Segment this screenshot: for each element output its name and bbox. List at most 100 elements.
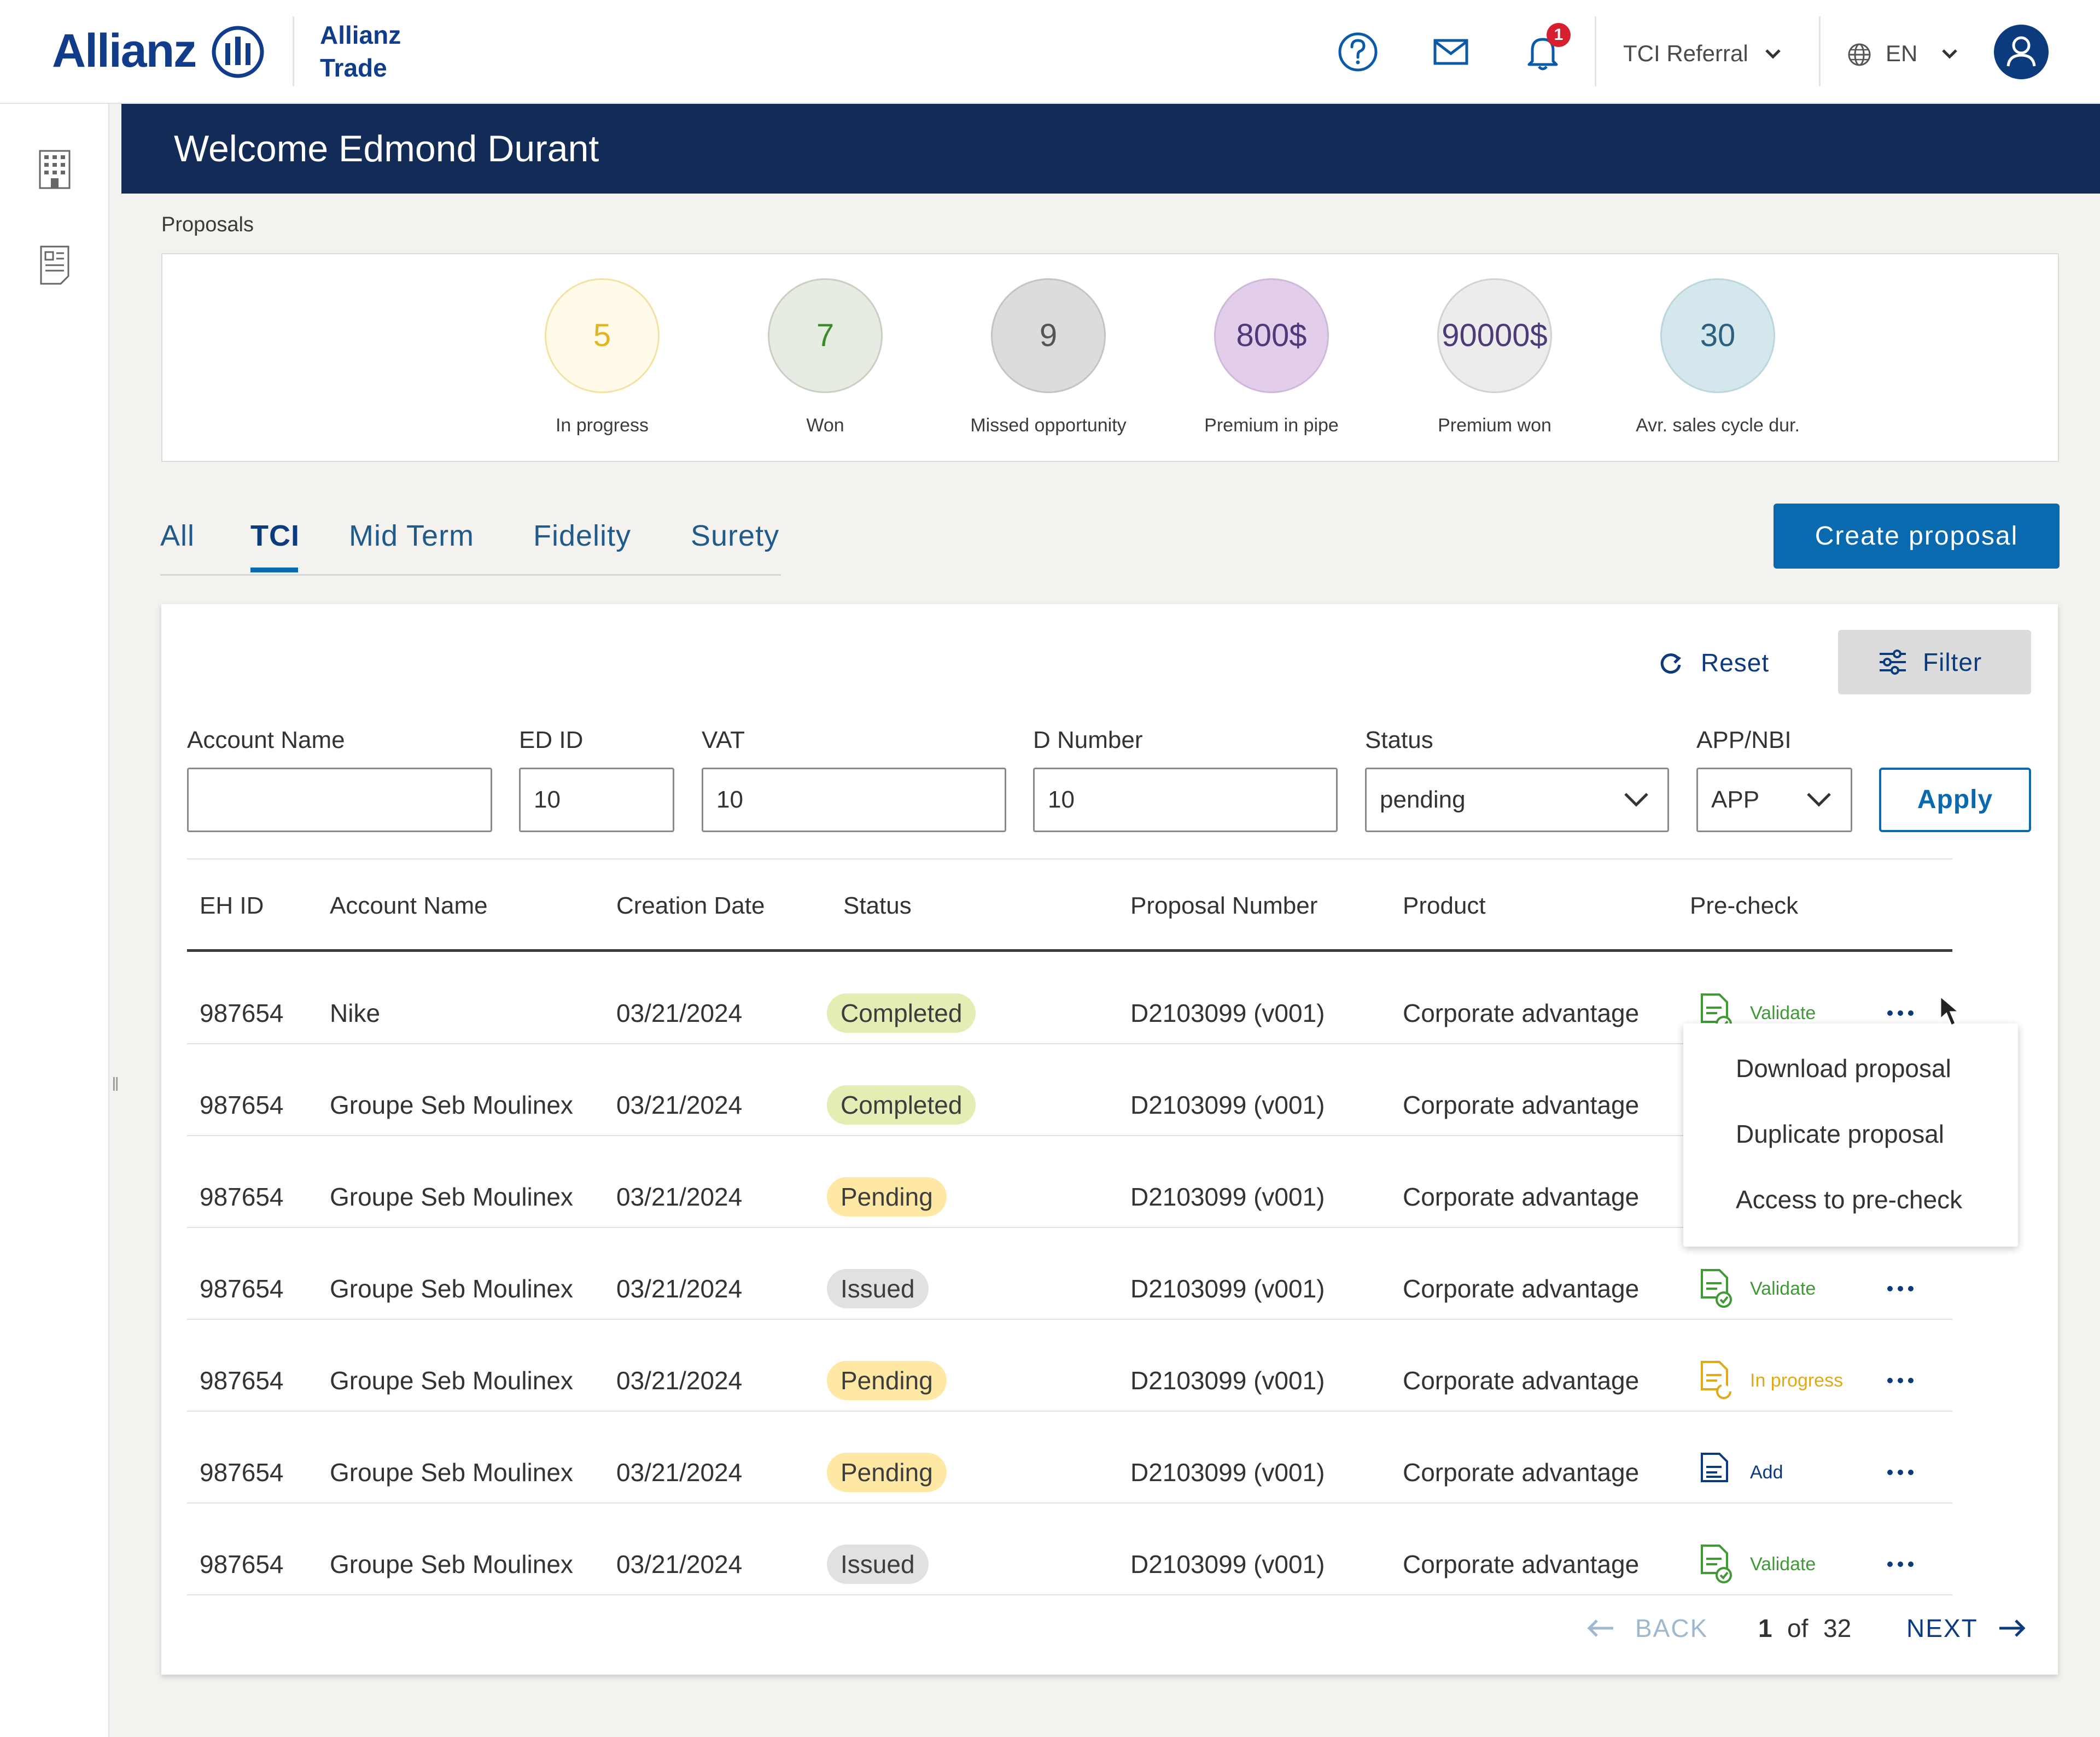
row-divider: [187, 1319, 1952, 1320]
cell-account-name[interactable]: Groupe Seb Moulinex: [330, 1458, 573, 1487]
cell-creation-date: 03/21/2024: [616, 1366, 743, 1395]
globe-icon[interactable]: [1846, 42, 1872, 68]
cell-account-name[interactable]: Nike: [330, 999, 381, 1027]
precheck-label[interactable]: Validate: [1750, 1003, 1816, 1024]
column-header[interactable]: Proposal Number: [1130, 892, 1318, 919]
tab-fidelity[interactable]: Fidelity: [533, 519, 632, 552]
cell-creation-date: 03/21/2024: [616, 999, 743, 1027]
account-name-input[interactable]: [187, 768, 492, 832]
cell-account-name[interactable]: Groupe Seb Moulinex: [330, 1366, 573, 1395]
stat-value: 30: [1660, 278, 1775, 393]
back-button[interactable]: BACK: [1635, 1614, 1708, 1642]
table-top-divider: [187, 858, 1952, 859]
document-check-icon[interactable]: [1699, 1543, 1732, 1584]
vat-input[interactable]: 10: [702, 768, 1006, 832]
column-header[interactable]: Status: [843, 892, 912, 919]
avatar[interactable]: [1994, 25, 2049, 79]
stat-label: Won: [806, 415, 844, 436]
cell-proposal-number: D2103099 (v001): [1130, 1458, 1325, 1487]
status-badge: Pending: [827, 1177, 947, 1217]
apply-button[interactable]: Apply: [1879, 768, 2031, 832]
proposals-stats-card: 5 In progress 7 Won 9 Missed opportunity…: [161, 253, 2059, 462]
building-icon[interactable]: [36, 148, 74, 191]
cell-account-name[interactable]: Groupe Seb Moulinex: [330, 1274, 573, 1303]
mail-icon[interactable]: [1427, 28, 1474, 75]
row-divider: [187, 1227, 1952, 1228]
more-icon[interactable]: [1886, 1559, 1915, 1570]
stat-premium-won: 90000$ Premium won: [1380, 278, 1609, 438]
more-icon[interactable]: [1886, 1467, 1915, 1478]
duplicate-proposal-item[interactable]: Duplicate proposal: [1736, 1120, 1945, 1148]
table-header-divider: [187, 949, 1952, 952]
next-button[interactable]: NEXT: [1906, 1614, 1978, 1642]
row-divider: [187, 1502, 1952, 1504]
precheck-label[interactable]: Validate: [1750, 1554, 1816, 1575]
cell-creation-date: 03/21/2024: [616, 1091, 743, 1119]
cell-eh-id: 987654: [200, 1550, 284, 1578]
bell-icon[interactable]: [1519, 28, 1566, 75]
ed-id-input[interactable]: 10: [519, 768, 674, 832]
tab-surety[interactable]: Surety: [691, 519, 780, 552]
more-icon[interactable]: [1886, 1375, 1915, 1386]
column-header[interactable]: Product: [1403, 892, 1486, 919]
cell-eh-id: 987654: [200, 1091, 284, 1119]
stat-value: 800$: [1214, 278, 1329, 393]
stat-value: 7: [768, 278, 883, 393]
stat-label: In progress: [555, 415, 649, 436]
status-badge: Issued: [827, 1545, 929, 1584]
column-header[interactable]: Creation Date: [616, 892, 765, 919]
filter-label: Filter: [1923, 648, 1982, 676]
help-icon[interactable]: [1334, 28, 1381, 75]
stat-premium-in-pipe: 800$ Premium in pipe: [1157, 278, 1386, 438]
chevron-down-icon[interactable]: [1805, 787, 1833, 811]
stat-value: 9: [991, 278, 1106, 393]
access-precheck-item[interactable]: Access to pre-check: [1736, 1185, 1963, 1214]
chevron-down-icon[interactable]: [1622, 787, 1650, 811]
chevron-down-icon[interactable]: [1762, 43, 1784, 65]
resize-handle[interactable]: ‖: [112, 1074, 120, 1095]
more-icon[interactable]: [1886, 1283, 1915, 1294]
filter-button[interactable]: Filter: [1838, 630, 2031, 694]
brand-logo-text[interactable]: Allianz: [52, 25, 197, 77]
document-icon[interactable]: [1699, 1452, 1732, 1492]
stat-avg-sales-cycle: 30 Avr. sales cycle dur.: [1603, 278, 1833, 438]
document-refresh-icon[interactable]: [1699, 1360, 1732, 1400]
page-of-label: of: [1787, 1614, 1809, 1642]
tab-all[interactable]: All: [160, 519, 195, 552]
notification-badge: 1: [1547, 23, 1571, 47]
stat-value: 5: [545, 278, 660, 393]
user-icon: [2006, 36, 2036, 67]
column-header[interactable]: Pre-check: [1690, 892, 1799, 919]
arrow-left-icon[interactable]: [1586, 1617, 1615, 1639]
app-nbi-select[interactable]: APP: [1696, 768, 1852, 832]
status-select[interactable]: pending: [1365, 768, 1669, 832]
status-badge: Pending: [827, 1453, 947, 1492]
vat-label: VAT: [702, 727, 745, 753]
precheck-label[interactable]: In progress: [1750, 1370, 1844, 1391]
document-check-icon[interactable]: [1699, 1268, 1732, 1308]
precheck-label[interactable]: Add: [1750, 1462, 1783, 1483]
header-divider: [1595, 16, 1596, 86]
column-header[interactable]: Account Name: [330, 892, 488, 919]
refresh-icon[interactable]: [1657, 650, 1684, 677]
arrow-right-icon[interactable]: [1997, 1617, 2027, 1639]
referral-select[interactable]: TCI Referral: [1623, 40, 1748, 66]
reset-button[interactable]: Reset: [1701, 648, 1770, 677]
cell-account-name[interactable]: Groupe Seb Moulinex: [330, 1550, 573, 1578]
download-proposal-item[interactable]: Download proposal: [1736, 1054, 1951, 1083]
tab-mid-term[interactable]: Mid Term: [349, 519, 475, 552]
left-rail: [0, 104, 109, 1737]
more-icon[interactable]: [1886, 1008, 1915, 1019]
precheck-label[interactable]: Validate: [1750, 1278, 1816, 1299]
create-proposal-button[interactable]: Create proposal: [1774, 504, 2060, 569]
cell-proposal-number: D2103099 (v001): [1130, 1091, 1325, 1119]
chevron-down-icon[interactable]: [1939, 43, 1961, 65]
cell-account-name[interactable]: Groupe Seb Moulinex: [330, 1091, 573, 1119]
tab-tci[interactable]: TCI: [250, 519, 300, 552]
language-select[interactable]: EN: [1886, 40, 1918, 66]
column-header[interactable]: EH ID: [200, 892, 264, 919]
document-icon[interactable]: [36, 243, 74, 287]
brand-subtitle: Allianz Trade: [320, 21, 401, 82]
cell-account-name[interactable]: Groupe Seb Moulinex: [330, 1183, 573, 1211]
d-number-input[interactable]: 10: [1033, 768, 1338, 832]
